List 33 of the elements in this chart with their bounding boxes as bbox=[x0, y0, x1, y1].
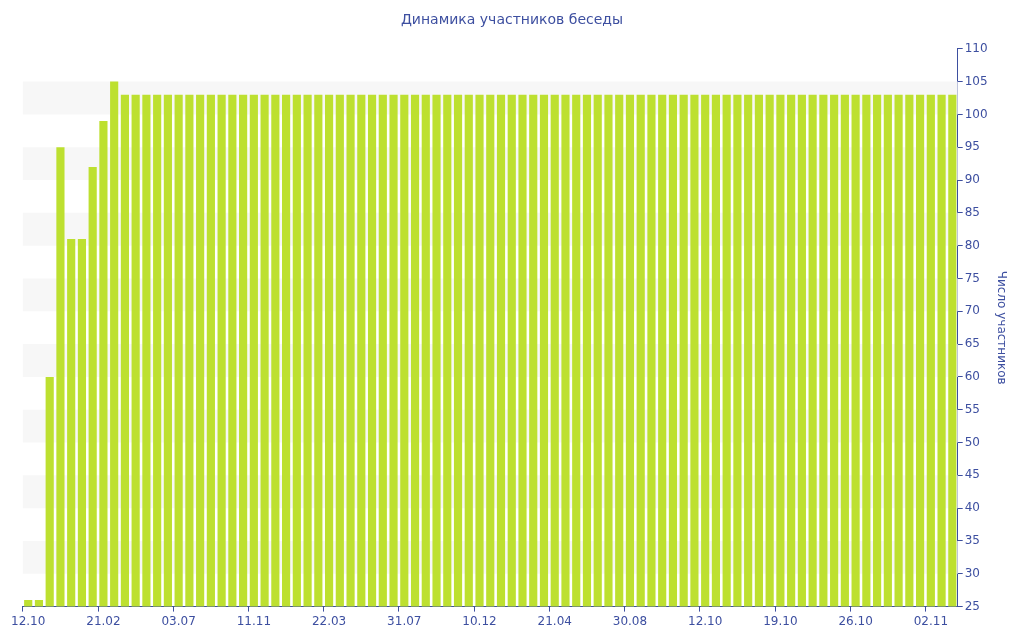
x-tick-label: 21.04 bbox=[537, 613, 572, 628]
y-tick-label: 30 bbox=[964, 565, 980, 580]
x-tick-label: 31.07 bbox=[387, 613, 422, 628]
y-tick-label: 40 bbox=[964, 500, 980, 515]
x-tick-label: 22.03 bbox=[311, 613, 347, 628]
x-tick-label: 26.10 bbox=[838, 613, 873, 628]
y-tick-label: 50 bbox=[964, 434, 980, 449]
y-tick-label: 35 bbox=[964, 533, 980, 548]
y-tick-label: 65 bbox=[964, 336, 980, 351]
x-tick-label: 02.11 bbox=[913, 613, 949, 628]
y-tick-label: 110 bbox=[964, 40, 988, 55]
x-tick-label: 19.10 bbox=[763, 613, 798, 628]
x-tick-label: 12.10 bbox=[11, 613, 46, 628]
y-tick-label: 25 bbox=[964, 598, 980, 613]
y-tick-label: 45 bbox=[964, 467, 980, 482]
y-axis-title: Число участников bbox=[994, 270, 1009, 385]
y-tick-label: 75 bbox=[964, 270, 980, 285]
y-tick-label: 105 bbox=[964, 73, 988, 88]
y-tick-label: 55 bbox=[964, 401, 980, 416]
y-tick-label: 100 bbox=[964, 106, 988, 121]
y-tick-label: 70 bbox=[964, 303, 980, 318]
x-tick-label: 21.02 bbox=[86, 613, 121, 628]
chart-title: Динамика участников беседы bbox=[400, 11, 624, 28]
x-tick-label: 11.11 bbox=[236, 613, 272, 628]
x-tick-label: 30.08 bbox=[612, 613, 648, 628]
x-tick-label: 10.12 bbox=[462, 613, 497, 628]
x-tick-label: 12.10 bbox=[687, 613, 723, 628]
y-tick-label: 90 bbox=[964, 172, 980, 187]
y-tick-label: 95 bbox=[964, 139, 980, 154]
x-tick-label: 03.07 bbox=[161, 613, 196, 628]
y-tick-label: 60 bbox=[964, 369, 980, 384]
y-tick-label: 85 bbox=[964, 204, 980, 219]
y-tick-label: 80 bbox=[964, 237, 980, 252]
